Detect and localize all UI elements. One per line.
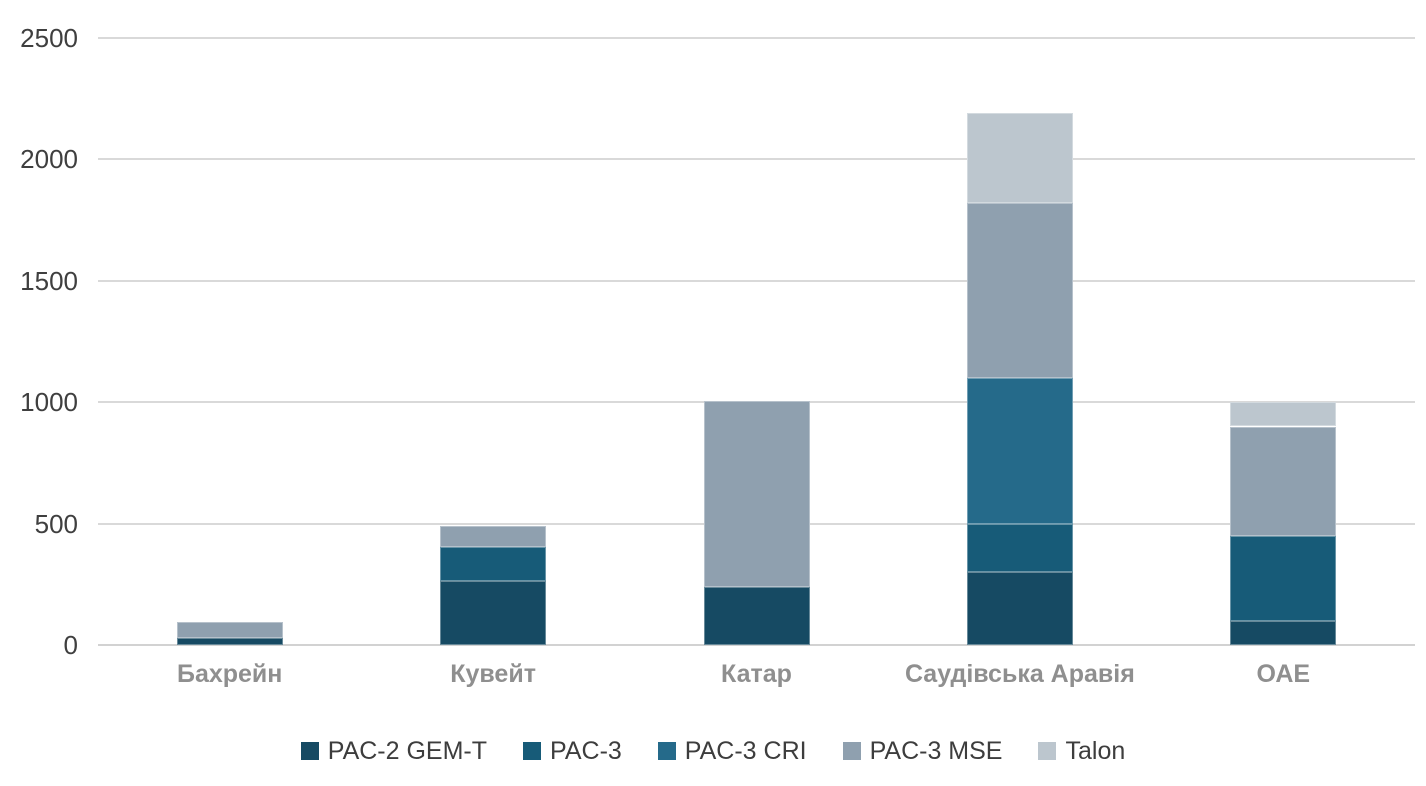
bar-segment-бахрейн-pac-3-mse	[176, 621, 283, 638]
legend-label: PAC-2 GEM-T	[327, 736, 488, 765]
legend-label: PAC-3 MSE	[869, 736, 1003, 765]
bar-segment-кувейт-pac-2-gem-t	[440, 580, 547, 645]
bar-segment-саудівська-аравія-pac-3-cri	[966, 377, 1073, 524]
legend-swatch-icon	[1038, 742, 1057, 760]
legend-swatch-icon	[523, 742, 542, 760]
legend-swatch-icon	[657, 742, 676, 760]
y-tick-label-2500: 2500	[20, 23, 78, 53]
y-tick-label-2000: 2000	[20, 144, 78, 175]
legend-item-pac-3: PAC-3	[523, 736, 622, 765]
x-category-label-катар: Катар	[721, 660, 792, 688]
gridline-1500	[98, 279, 1415, 282]
x-category-label-кувейт: Кувейт	[450, 660, 536, 688]
gridline-2500	[98, 37, 1415, 39]
bar-segment-катар-pac-3-mse	[703, 401, 810, 587]
x-category-label-оае: ОАЕ	[1256, 660, 1311, 688]
plot-area	[98, 37, 1415, 646]
legend-item-pac-3-mse: PAC-3 MSE	[842, 736, 1003, 765]
x-category-label-саудівська-аравія: Саудівська Аравія	[904, 660, 1135, 688]
legend-item-pac-3-cri: PAC-3 CRI	[657, 736, 807, 765]
x-category-label-бахрейн: Бахрейн	[176, 660, 283, 688]
legend: PAC-2 GEM-T PAC-3 PAC-3 CRI PAC-3 MSE Talon	[0, 734, 1426, 768]
bar-segment-оае-pac-3-mse	[1230, 426, 1337, 536]
bar-segment-саудівська-аравія-talon	[966, 113, 1073, 204]
bar-segment-бахрейн-pac-2-gem-t	[176, 637, 283, 645]
y-tick-label-500: 500	[34, 508, 78, 539]
y-tick-label-1500: 1500	[20, 265, 78, 296]
bar-segment-оае-pac-2-gem-t	[1230, 620, 1337, 645]
y-tick-label-1000: 1000	[20, 387, 78, 418]
legend-item-talon: Talon	[1038, 736, 1126, 765]
bar-segment-кувейт-pac-3-mse	[440, 526, 547, 547]
bar-segment-кувейт-pac-3	[440, 546, 547, 581]
gridline-2000	[98, 158, 1415, 161]
legend-item-pac-2-gem-t: PAC-2 GEM-T	[300, 736, 488, 765]
y-tick-label-0: 0	[63, 630, 78, 660]
y-axis: 0 500 1000 1500 2000 2500	[0, 25, 78, 658]
bar-segment-катар-pac-2-gem-t	[703, 586, 810, 645]
legend-label: PAC-3	[550, 736, 622, 765]
legend-label: Talon	[1065, 736, 1126, 765]
x-axis-labels: Бахрейн Кувейт Катар Саудівська Аравія ОАЕ	[98, 656, 1415, 696]
bar-segment-оае-talon	[1230, 402, 1337, 427]
gridline-0	[98, 644, 1415, 646]
bar-segment-саудівська-аравія-pac-3	[966, 523, 1073, 573]
legend-label: PAC-3 CRI	[684, 736, 807, 765]
legend-swatch-icon	[842, 742, 861, 760]
legend-swatch-icon	[300, 742, 319, 760]
bar-segment-саудівська-аравія-pac-3-mse	[966, 203, 1073, 378]
bar-segment-саудівська-аравія-pac-2-gem-t	[966, 572, 1073, 645]
bar-segment-оае-pac-3	[1230, 535, 1337, 621]
